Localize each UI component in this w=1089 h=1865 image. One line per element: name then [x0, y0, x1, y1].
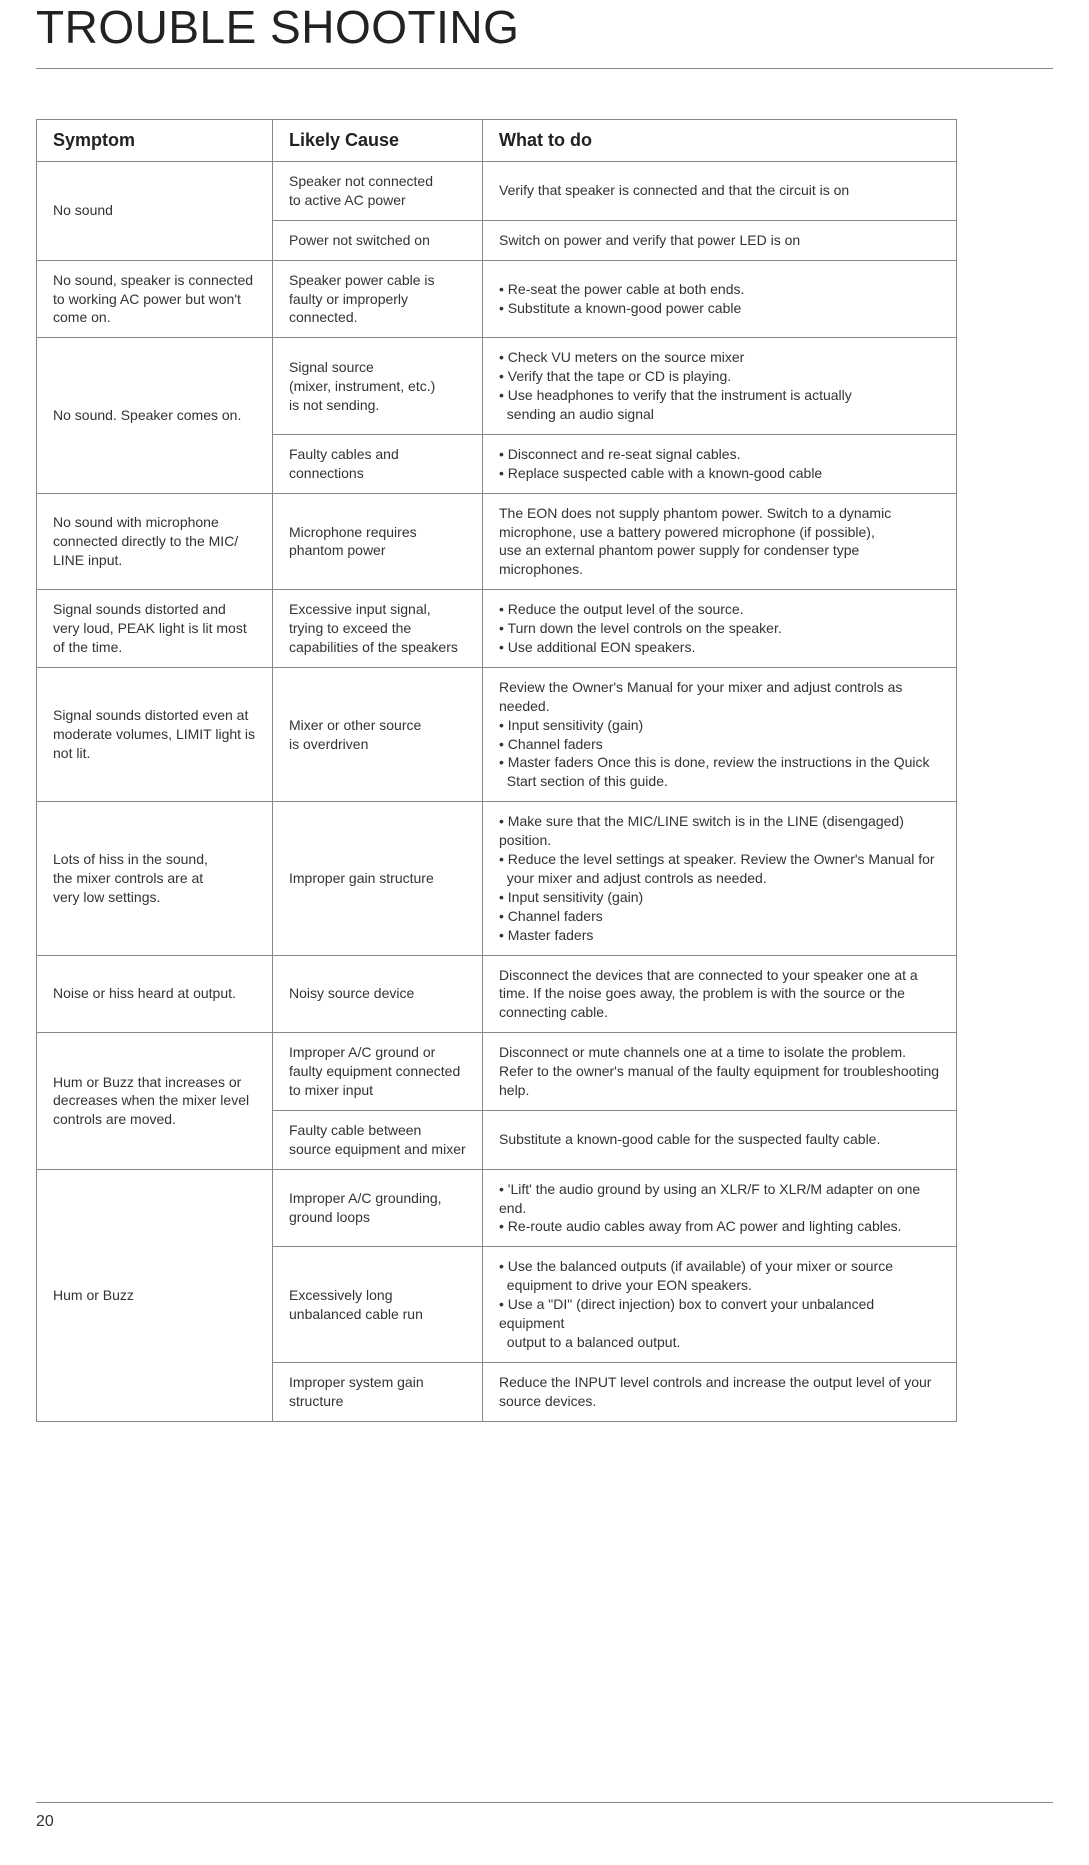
page-title: TROUBLE SHOOTING [36, 0, 1053, 54]
troubleshooting-table: Symptom Likely Cause What to do No sound… [36, 119, 957, 1422]
cell-what: Review the Owner's Manual for your mixer… [483, 667, 957, 801]
cell-symptom: No sound. Speaker comes on. [37, 338, 273, 493]
table-row: Signal sounds distorted and very loud, P… [37, 590, 957, 668]
cell-symptom: Hum or Buzz that increases or decreases … [37, 1033, 273, 1169]
cell-what: • Reduce the output level of the source.… [483, 590, 957, 668]
table-row: Signal sounds distorted even at moderate… [37, 667, 957, 801]
cell-symptom: No sound, speaker is connected to workin… [37, 260, 273, 338]
cell-cause: Faulty cables andconnections [273, 434, 483, 493]
cell-symptom: Signal sounds distorted even at moderate… [37, 667, 273, 801]
table-head: Symptom Likely Cause What to do [37, 120, 957, 162]
header-symptom: Symptom [37, 120, 273, 162]
cell-cause: Excessively longunbalanced cable run [273, 1247, 483, 1362]
cell-cause: Noisy source device [273, 955, 483, 1033]
cell-cause: Speaker power cable is faulty or imprope… [273, 260, 483, 338]
cell-cause: Faulty cable between source equipment an… [273, 1110, 483, 1169]
footer-divider [36, 1802, 1053, 1803]
cell-symptom: No sound with microphone connected direc… [37, 493, 273, 590]
title-divider [36, 68, 1053, 69]
table-row: Noise or hiss heard at output.Noisy sour… [37, 955, 957, 1033]
table-row: No soundSpeaker not connectedto active A… [37, 162, 957, 221]
cell-cause: Improper A/C grounding,ground loops [273, 1169, 483, 1247]
cell-cause: Excessive input signal, trying to exceed… [273, 590, 483, 668]
table-row: No sound, speaker is connected to workin… [37, 260, 957, 338]
cell-cause: Improper A/C ground orfaulty equipment c… [273, 1033, 483, 1111]
table-row: Hum or Buzz that increases or decreases … [37, 1033, 957, 1111]
cell-cause: Signal source(mixer, instrument, etc.)is… [273, 338, 483, 435]
cell-what: • Use the balanced outputs (if available… [483, 1247, 957, 1362]
page-number: 20 [36, 1813, 1053, 1831]
cell-what: • Check VU meters on the source mixer• V… [483, 338, 957, 435]
table-header-row: Symptom Likely Cause What to do [37, 120, 957, 162]
cell-what: The EON does not supply phantom power. S… [483, 493, 957, 590]
cell-what: • 'Lift' the audio ground by using an XL… [483, 1169, 957, 1247]
cell-what: • Make sure that the MIC/LINE switch is … [483, 802, 957, 955]
cell-cause: Power not switched on [273, 220, 483, 260]
table-row: Lots of hiss in the sound,the mixer cont… [37, 802, 957, 955]
cell-cause: Mixer or other sourceis overdriven [273, 667, 483, 801]
table-row: No sound with microphone connected direc… [37, 493, 957, 590]
cell-symptom: No sound [37, 162, 273, 261]
cell-what: Switch on power and verify that power LE… [483, 220, 957, 260]
cell-what: • Disconnect and re-seat signal cables.•… [483, 434, 957, 493]
table-row: Hum or BuzzImproper A/C grounding,ground… [37, 1169, 957, 1247]
table-row: No sound. Speaker comes on.Signal source… [37, 338, 957, 435]
cell-what: • Re-seat the power cable at both ends.•… [483, 260, 957, 338]
cell-what: Disconnect the devices that are connecte… [483, 955, 957, 1033]
cell-what: Disconnect or mute channels one at a tim… [483, 1033, 957, 1111]
cell-symptom: Noise or hiss heard at output. [37, 955, 273, 1033]
page-footer: 20 [36, 1802, 1053, 1831]
cell-cause: Microphone requiresphantom power [273, 493, 483, 590]
cell-cause: Improper system gainstructure [273, 1362, 483, 1421]
cell-symptom: Hum or Buzz [37, 1169, 273, 1421]
cell-what: Verify that speaker is connected and tha… [483, 162, 957, 221]
cell-what: Reduce the INPUT level controls and incr… [483, 1362, 957, 1421]
header-cause: Likely Cause [273, 120, 483, 162]
table-body: No soundSpeaker not connectedto active A… [37, 162, 957, 1422]
cell-symptom: Lots of hiss in the sound,the mixer cont… [37, 802, 273, 955]
page-root: TROUBLE SHOOTING Symptom Likely Cause Wh… [0, 0, 1089, 1865]
cell-what: Substitute a known-good cable for the su… [483, 1110, 957, 1169]
header-what: What to do [483, 120, 957, 162]
cell-cause: Speaker not connectedto active AC power [273, 162, 483, 221]
cell-symptom: Signal sounds distorted and very loud, P… [37, 590, 273, 668]
cell-cause: Improper gain structure [273, 802, 483, 955]
